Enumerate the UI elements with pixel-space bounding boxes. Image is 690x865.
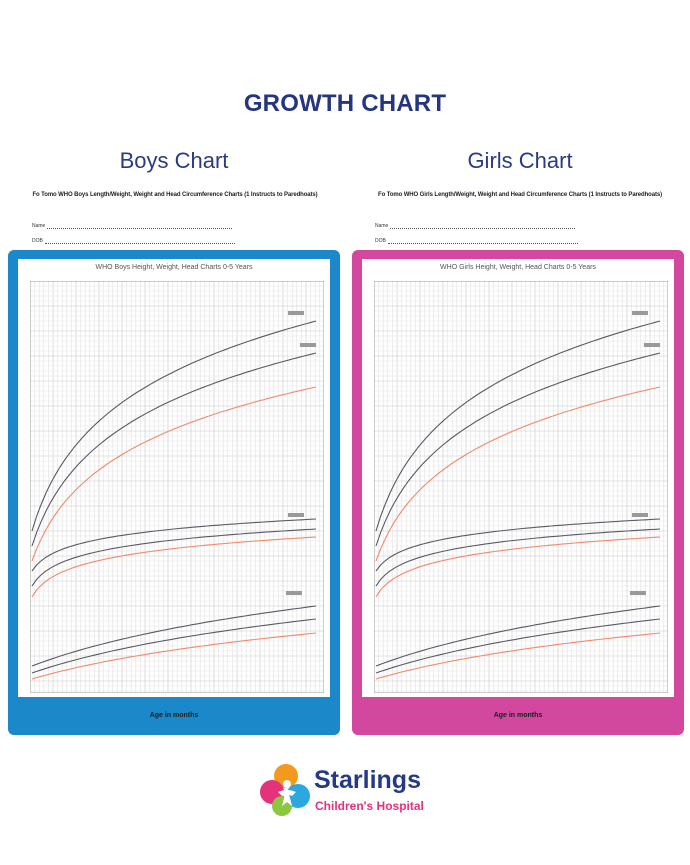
girls-chart-title: Girls Chart: [467, 148, 573, 173]
girls-growth-grid: [374, 281, 668, 693]
boys-sheet-heading: Fo Tomo WHO Boys Length/Weight, Weight a…: [32, 192, 318, 198]
girls-chart-frame: WHO Girls Height, Weight, Head Charts 0-…: [352, 250, 684, 735]
girls-dob-field[interactable]: DOB: [375, 238, 578, 244]
page-title: GROWTH CHART: [243, 90, 447, 117]
boys-name-label: Name: [32, 223, 46, 229]
girls-dob-label: DOB: [375, 238, 386, 244]
girls-sheet-heading: Fo Tomo WHO Girls Length/Weight, Weight …: [378, 192, 662, 198]
girls-name-label: Name: [375, 223, 389, 229]
brand-logo[interactable]: Starlings Children's Hospital: [258, 762, 438, 822]
starlings-logo-icon: [260, 764, 310, 816]
girls-name-field[interactable]: Name: [375, 223, 576, 229]
boys-name-field[interactable]: Name: [32, 223, 233, 229]
boys-chart-frame: WHO Boys Height, Weight, Head Charts 0-5…: [8, 250, 340, 735]
girls-inner-title: WHO Girls Height, Weight, Head Charts 0-…: [440, 264, 596, 271]
boys-growth-grid: [30, 281, 324, 693]
boys-chart-title: Boys Chart: [119, 148, 229, 173]
brand-subtitle: Children's Hospital: [315, 799, 424, 813]
boys-inner-title: WHO Boys Height, Weight, Head Charts 0-5…: [95, 264, 253, 271]
boys-chart-paper: WHO Boys Height, Weight, Head Charts 0-5…: [18, 259, 330, 697]
boys-dob-field[interactable]: DOB: [32, 238, 235, 244]
girls-chart-paper: WHO Girls Height, Weight, Head Charts 0-…: [362, 259, 674, 697]
boys-x-axis-label: Age in months: [149, 712, 199, 719]
brand-name: Starlings: [314, 766, 421, 794]
girls-x-axis-label: Age in months: [493, 712, 543, 719]
boys-dob-label: DOB: [32, 238, 43, 244]
